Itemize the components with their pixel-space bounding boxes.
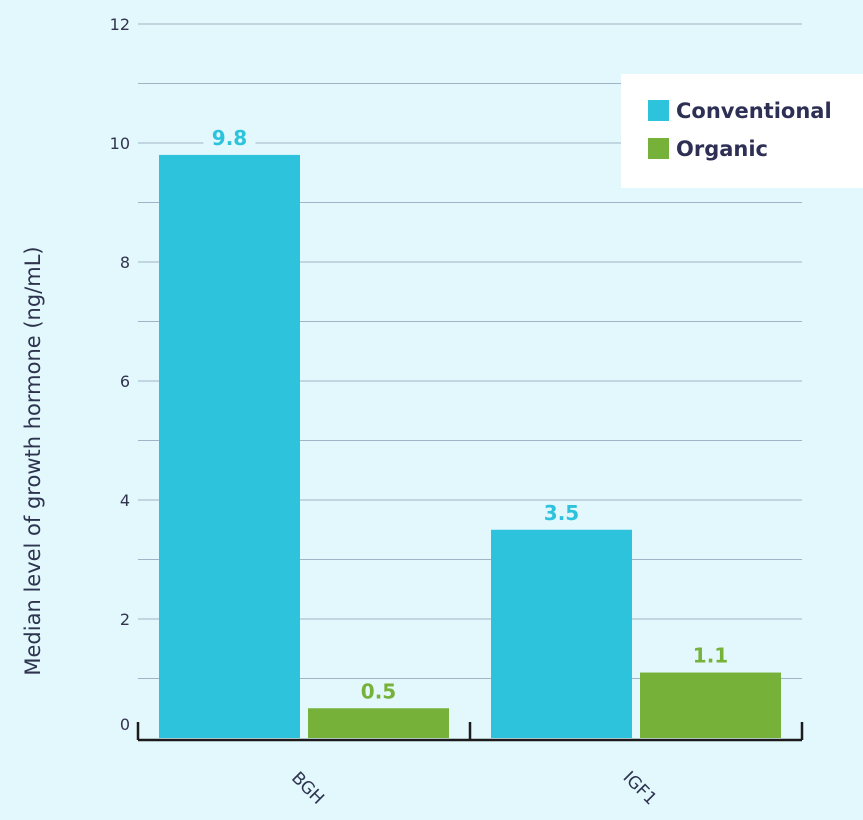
- data-label-bg: [203, 126, 256, 151]
- y-tick-label: 8: [120, 253, 130, 272]
- y-tick-label: 0: [120, 715, 130, 734]
- y-tick-label: 12: [110, 15, 130, 34]
- y-tick-label: 4: [120, 491, 130, 510]
- data-label: 1.1: [693, 644, 728, 668]
- legend-swatch-conventional: [648, 100, 669, 121]
- data-label-bg: [684, 644, 737, 669]
- legend-label-conventional: Conventional: [676, 99, 832, 123]
- data-label: 3.5: [544, 501, 579, 525]
- bar-organic-igf1: [640, 672, 781, 738]
- data-label: 9.8: [212, 126, 247, 150]
- bar-organic-bgh: [308, 708, 449, 738]
- data-label: 0.5: [361, 679, 396, 703]
- y-tick-label: 6: [120, 372, 130, 391]
- y-tick-label: 10: [110, 134, 130, 153]
- y-axis-label: Median level of growth hormone (ng/mL): [21, 246, 45, 675]
- x-tick-label: IGF1: [619, 768, 661, 810]
- data-label-bg: [535, 501, 588, 526]
- bar-conventional-bgh: [159, 154, 300, 738]
- legend-swatch-organic: [648, 138, 669, 159]
- bar-conventional-igf1: [491, 529, 632, 738]
- x-tick-label: BGH: [287, 768, 328, 809]
- legend-box: [621, 74, 863, 188]
- data-label-bg: [352, 680, 405, 705]
- y-tick-label: 2: [120, 610, 130, 629]
- legend-label-organic: Organic: [676, 137, 768, 161]
